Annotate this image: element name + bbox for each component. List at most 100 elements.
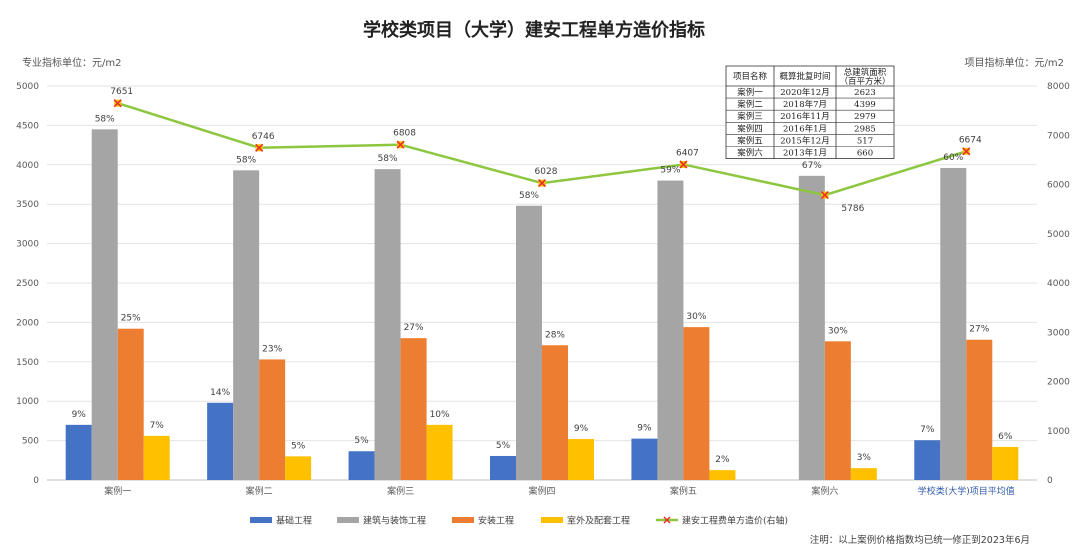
line-point (820, 190, 829, 200)
right-tick-label: 1000 (1047, 427, 1070, 437)
bar-data-label: 59% (660, 166, 680, 176)
bar-data-label: 58% (236, 155, 256, 165)
line-data-label: 7651 (110, 87, 133, 97)
bar (631, 438, 658, 480)
table-header: （百平方米） (839, 76, 890, 87)
table-cell: 2015年12月 (780, 135, 829, 146)
bar (798, 175, 825, 480)
left-tick-label: 500 (22, 437, 39, 447)
legend-label: 建安工程费单方造价(右轴) (682, 515, 788, 527)
table-cell: 517 (857, 136, 873, 146)
legend-swatch (541, 517, 563, 523)
right-tick-label: 8000 (1047, 82, 1070, 92)
bar (91, 129, 118, 480)
table-cell: 案例五 (737, 135, 763, 146)
legend-swatch (250, 517, 272, 523)
table-cell: 2016年11月 (780, 111, 829, 122)
legend: 基础工程 建筑与装饰工程 安装工程 室外及配套工程 建安工程费单方造价(右轴) (250, 515, 788, 527)
left-tick-label: 1500 (16, 358, 39, 368)
table-cell: 2985 (854, 124, 876, 134)
table-header: 概算批复时间 (779, 71, 830, 82)
left-tick-label: 4500 (16, 121, 39, 131)
line-data-label: 5786 (841, 204, 864, 214)
bar (348, 451, 375, 480)
bar-data-label: 9% (637, 424, 652, 434)
bar (657, 180, 684, 480)
bar (683, 327, 710, 480)
left-tick-label: 1000 (16, 397, 39, 407)
table-cell: 案例二 (737, 99, 763, 110)
bar-data-label: 10% (430, 410, 450, 420)
bar-data-label: 5% (496, 441, 511, 451)
axes: 0 500 1000 1500 2000 2500 3000 3500 4000 4500 5000… (16, 82, 1070, 497)
line-data-label: 6808 (393, 129, 416, 139)
table-cell: 2623 (854, 88, 876, 98)
line-point (679, 160, 688, 169)
category-label: 案例三 (387, 485, 414, 497)
legend-item: 建筑与装饰工程 (337, 515, 426, 527)
legend-label: 安装工程 (478, 515, 514, 527)
legend-label: 基础工程 (276, 515, 312, 527)
bar-data-label: 7% (920, 425, 935, 435)
bar (966, 339, 993, 480)
bar-data-label: 3% (857, 453, 872, 463)
left-tick-label: 3500 (16, 200, 39, 210)
right-tick-label: 6000 (1047, 181, 1070, 191)
bar-data-label: 67% (802, 161, 822, 171)
right-tick-label: 0 (1047, 476, 1053, 486)
bar-data-label: 27% (969, 325, 989, 335)
legend-swatch (452, 517, 474, 523)
category-label: 案例一 (104, 485, 131, 497)
legend-swatch (337, 517, 359, 523)
left-tick-label: 3000 (16, 240, 39, 250)
line-data-label: 6407 (676, 148, 699, 158)
bar (568, 439, 594, 480)
bar-data-label: 25% (121, 314, 141, 324)
bar (426, 424, 453, 480)
legend-item: 建安工程费单方造价(右轴) (656, 515, 788, 527)
bar-data-label: 5% (354, 436, 369, 446)
bar (709, 470, 736, 480)
bar (824, 341, 851, 480)
table-cell: 2020年12月 (780, 87, 829, 98)
line-point (962, 147, 971, 156)
bar (207, 402, 234, 480)
chart-title: 学校类项目（大学）建安工程单方造价指标 (363, 19, 705, 41)
table-cell: 案例一 (737, 87, 763, 98)
right-tick-label: 4000 (1047, 279, 1070, 289)
bar (65, 424, 92, 480)
table-header: 项目名称 (733, 71, 768, 82)
bar (490, 455, 516, 480)
right-tick-label: 3000 (1047, 328, 1070, 338)
bar-series (65, 129, 1019, 481)
category-label: 案例五 (670, 485, 697, 497)
category-label: 学校类(大学)项目平均值 (918, 485, 1015, 497)
bar-data-label: 30% (686, 312, 706, 322)
bar (285, 456, 312, 480)
right-tick-label: 7000 (1047, 131, 1070, 141)
bar (914, 440, 941, 480)
legend-label: 建筑与装饰工程 (363, 515, 426, 527)
bar (940, 167, 967, 480)
table-cell: 2979 (854, 112, 876, 122)
legend-label: 室外及配套工程 (567, 515, 630, 527)
table-header: 总建筑面积 (844, 67, 887, 78)
bar (992, 446, 1019, 480)
line-data-label: 6028 (535, 167, 558, 177)
line-point (537, 179, 547, 188)
line-data-label: 6674 (959, 135, 982, 145)
category-label: 案例二 (246, 485, 273, 497)
bar-data-label: 9% (72, 410, 87, 420)
right-axis-unit: 项目指标单位：元/m2 (965, 56, 1064, 69)
left-tick-label: 2000 (16, 318, 39, 328)
table-cell: 2018年7月 (783, 99, 827, 110)
bar-data-label: 23% (262, 344, 282, 354)
bar (400, 338, 427, 480)
bar-data-label: 5% (291, 441, 306, 451)
table-cell: 660 (857, 149, 873, 159)
bar-data-label: 58% (95, 114, 115, 124)
legend-item: 室外及配套工程 (541, 515, 630, 527)
bar (542, 345, 568, 480)
table-cell: 4399 (854, 100, 876, 110)
data-labels: 9% 58% 25% 7% 14% 58% 23% 5% 5% 58% 27% 10% 5% 58% 28%… (72, 87, 1013, 465)
